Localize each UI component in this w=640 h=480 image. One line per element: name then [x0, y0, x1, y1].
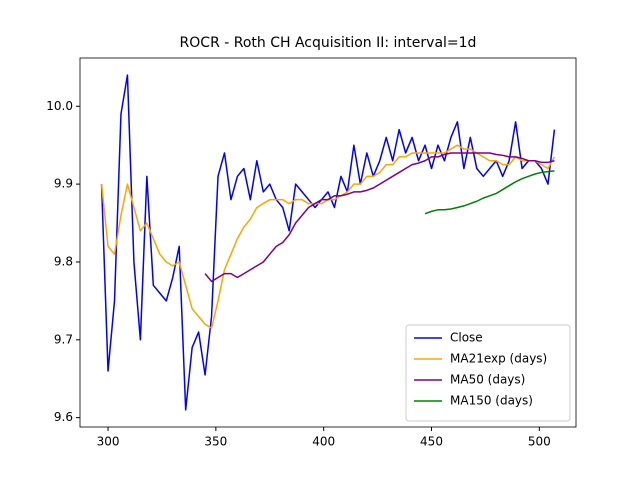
legend-label: MA150 (days): [450, 394, 533, 408]
y-tick-label: 9.9: [54, 177, 73, 191]
series-line: [100, 74, 556, 411]
legend-label: MA21exp (days): [450, 352, 547, 366]
x-tick-label: 300: [97, 435, 120, 449]
y-tick-label: 10.0: [46, 99, 73, 113]
x-tick-label: 500: [528, 435, 551, 449]
y-tick-label: 9.7: [54, 332, 73, 346]
x-tick-label: 450: [420, 435, 443, 449]
plot-frame: [79, 57, 577, 428]
legend-label: Close: [450, 331, 483, 345]
chart-title: ROCR - Roth CH Acquisition II: interval=…: [180, 35, 477, 51]
y-tick-label: 9.8: [54, 254, 73, 268]
x-tick-label: 350: [204, 435, 227, 449]
series-line: [204, 152, 555, 283]
x-tick-label: 400: [312, 435, 335, 449]
legend-label: MA50 (days): [450, 373, 525, 387]
legend-box: [405, 324, 571, 422]
y-tick-label: 9.6: [54, 410, 73, 424]
series-line: [424, 170, 555, 215]
